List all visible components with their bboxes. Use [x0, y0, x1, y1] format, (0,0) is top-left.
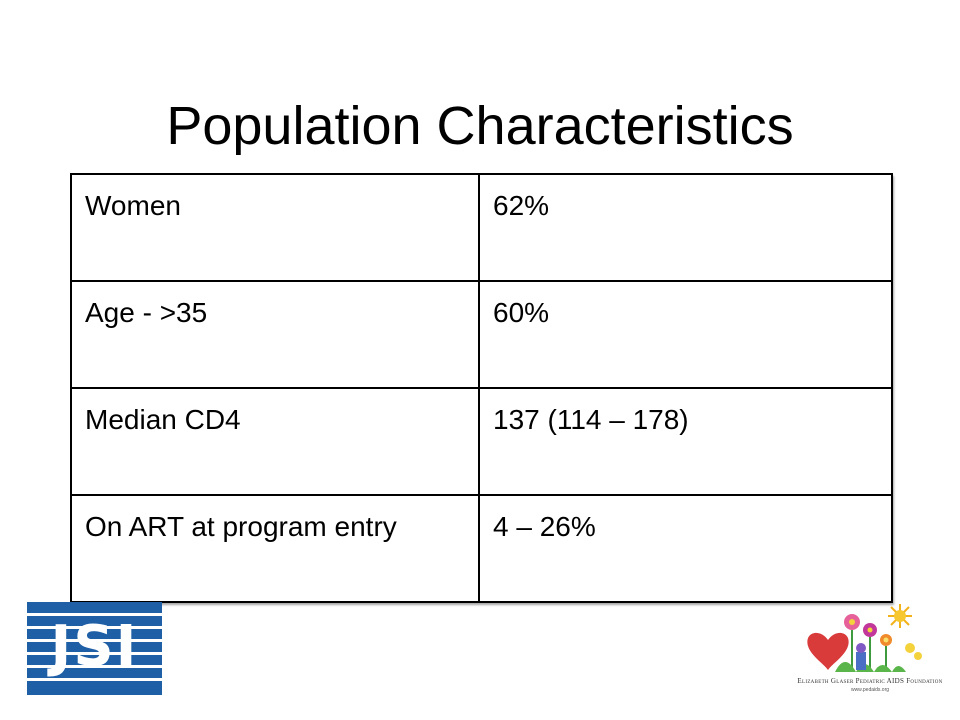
egpaf-logo-name: Elizabeth Glaser Pediatric AIDS Foundati… [797, 677, 943, 685]
jsi-logo-text: JSI [50, 614, 139, 679]
characteristics-table-container: Women 62% Age - >35 60% Median CD4 137 (… [70, 173, 893, 603]
row-value: 60% [478, 280, 893, 389]
table-row: Median CD4 137 (114 – 178) [70, 387, 893, 496]
row-label: On ART at program entry [70, 494, 480, 603]
row-value: 137 (114 – 178) [478, 387, 893, 496]
row-value: 4 – 26% [478, 494, 893, 603]
row-label: Age - >35 [70, 280, 480, 389]
characteristics-table: Women 62% Age - >35 60% Median CD4 137 (… [70, 173, 893, 603]
flower-drawing-icon [807, 604, 922, 672]
row-label: Median CD4 [70, 387, 480, 496]
table-row: Age - >35 60% [70, 280, 893, 389]
row-label: Women [70, 173, 480, 282]
egpaf-logo: Elizabeth Glaser Pediatric AIDS Foundati… [790, 600, 950, 700]
table-row: On ART at program entry 4 – 26% [70, 494, 893, 603]
jsi-logo: JSI [27, 602, 162, 695]
egpaf-logo-url: www.pedaids.org [850, 687, 890, 693]
slide-title: Population Characteristics [166, 96, 794, 156]
row-value: 62% [478, 173, 893, 282]
table-row: Women 62% [70, 173, 893, 282]
